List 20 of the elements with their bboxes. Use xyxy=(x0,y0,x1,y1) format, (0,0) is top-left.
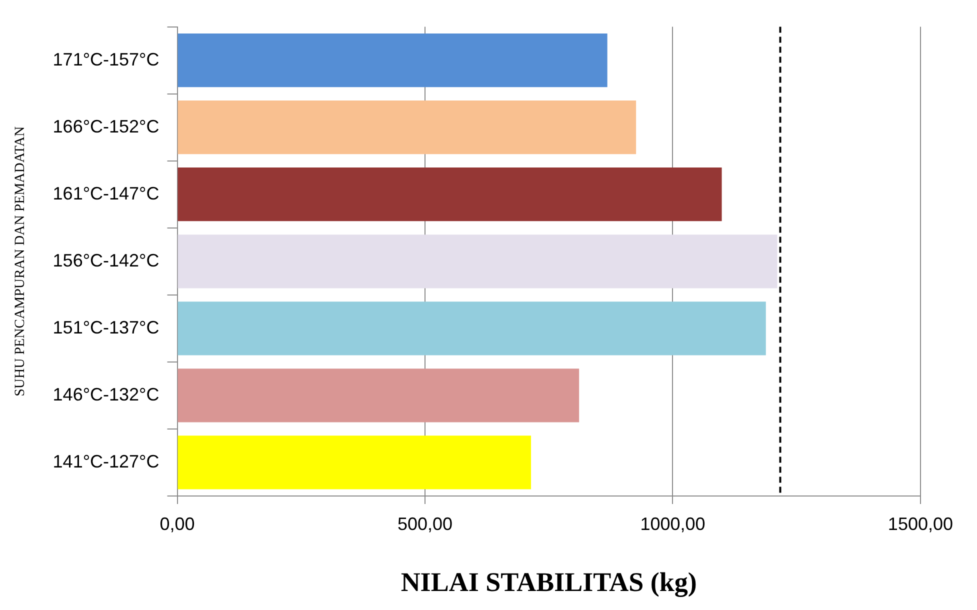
y-tick-label: 156°C-142°C xyxy=(52,250,160,270)
bar xyxy=(178,368,580,422)
bar xyxy=(178,100,636,154)
y-tick-label: 166°C-152°C xyxy=(52,116,160,136)
y-tick-label: 171°C-157°C xyxy=(52,49,160,70)
x-tick-label: 500,00 xyxy=(397,514,453,534)
x-tick-label: 1000,00 xyxy=(640,514,706,534)
bar xyxy=(178,436,532,490)
x-tick-label: 0,00 xyxy=(160,514,195,534)
bar xyxy=(178,302,766,356)
bar xyxy=(178,168,722,222)
y-tick-label: 161°C-147°C xyxy=(52,183,160,204)
y-tick-label: 151°C-137°C xyxy=(52,317,160,338)
y-tick-label: 141°C-127°C xyxy=(52,451,160,472)
x-tick-label: 1500,00 xyxy=(888,514,954,534)
x-axis-title: NILAI STABILITAS (kg) xyxy=(400,566,697,597)
bar xyxy=(178,34,608,88)
y-tick-label: 146°C-132°C xyxy=(52,384,160,404)
y-axis-title: SUHU PENCAMPURAN DAN PEMADATAN xyxy=(13,126,28,396)
bar xyxy=(178,234,778,288)
